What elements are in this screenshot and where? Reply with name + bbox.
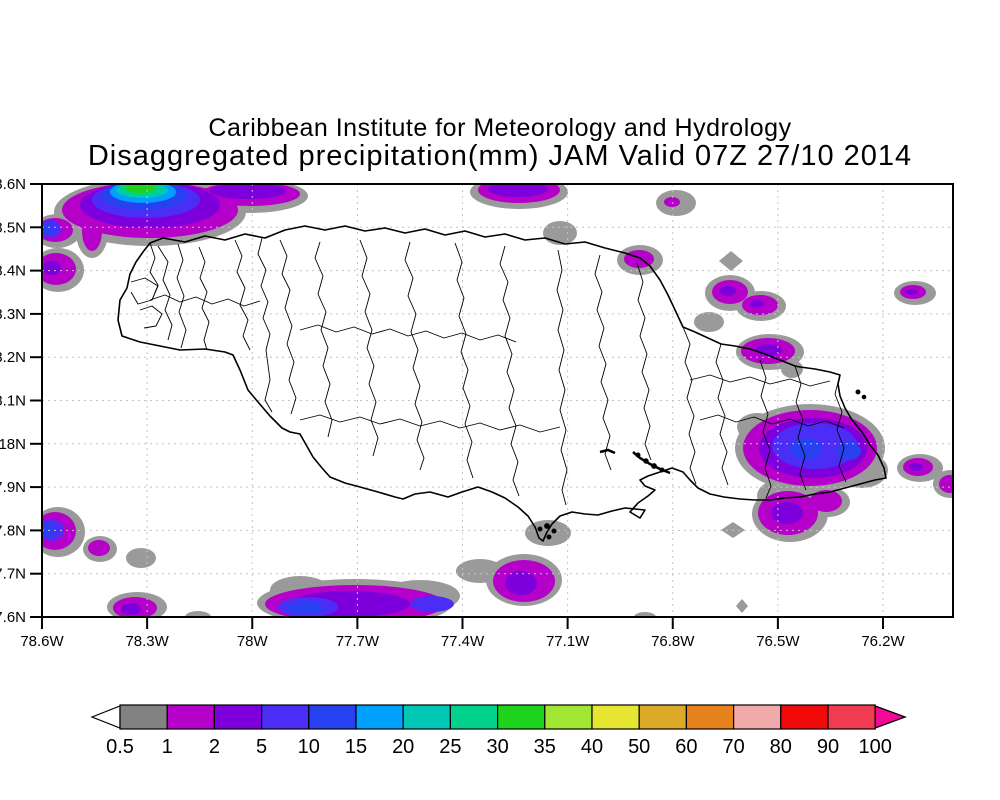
- cbar-tick-label: 30: [486, 736, 508, 758]
- cbar-segment: [497, 704, 546, 730]
- lat-label: 17.9N: [0, 479, 26, 496]
- precip-contour-shape: [756, 344, 782, 356]
- precip-contour-shape: [939, 475, 953, 493]
- lon-label: 78W: [237, 633, 269, 650]
- cbar-tick-label: 50: [628, 736, 650, 758]
- precip-contour-shape: [790, 438, 822, 460]
- cbar-tick-label: 5: [256, 736, 267, 758]
- precip-contour-shape: [543, 221, 577, 245]
- cbar-over-arrow: [874, 705, 907, 729]
- cbar-segment: [402, 704, 452, 730]
- cbar-segment: [685, 704, 735, 730]
- precip-contour-shape: [42, 224, 54, 234]
- jamaica-coastline: [117, 225, 887, 542]
- precip-contour-shape: [210, 184, 286, 199]
- cbar-tick-label: 60: [675, 736, 697, 758]
- precipitation-colorbar: 0.5 1 2 5 10 15 20 25 30 35 40 50 60 70 80 90 100: [90, 704, 907, 758]
- lon-label: 78.3W: [125, 633, 169, 650]
- chart-title: Caribbean Institute for Meteorology and …: [208, 114, 792, 142]
- precipitation-shading: [42, 184, 953, 617]
- cbar-segment: [213, 704, 263, 730]
- precip-contour-shape: [781, 360, 803, 378]
- precip-contour-shape: [505, 571, 537, 595]
- precip-contour-shape: [909, 463, 923, 471]
- cbar-under-arrow: [90, 705, 121, 729]
- cbar-tick-label: 40: [581, 736, 603, 758]
- cbar-segment: [591, 704, 640, 730]
- longitude-axis: 78.6W 78.3W 78W 77.7W 77.4W 77.1W 76.8W 76.5W 76…: [20, 617, 906, 650]
- cbar-tick-label: 2: [209, 736, 220, 758]
- lon-label: 76.2W: [861, 633, 905, 650]
- precip-contour-shape: [43, 261, 61, 275]
- precip-contour-shape: [185, 611, 211, 617]
- cbar-segment: [261, 704, 310, 730]
- cbar-segment: [449, 704, 499, 730]
- lon-label: 77.4W: [441, 633, 485, 650]
- lat-label: 17.8N: [0, 522, 26, 539]
- precip-contour-shape: [736, 599, 748, 613]
- precip-contour-shape: [694, 312, 724, 332]
- lon-label: 77.1W: [546, 633, 590, 650]
- cbar-segment: [544, 704, 593, 730]
- lat-label: 18.1N: [0, 393, 26, 410]
- map-lines: [117, 225, 887, 542]
- latitude-axis: 18.6N 18.5N 18.4N 18.3N 18.2N 18.1N 18N 17.9N 17…: [0, 176, 42, 626]
- watershed-boundaries: [130, 237, 847, 506]
- precip-contour-shape: [126, 548, 156, 568]
- lat-label: 18N: [0, 436, 26, 453]
- lon-label: 77.7W: [336, 633, 380, 650]
- precip-contour-shape: [410, 596, 454, 612]
- precip-contour-shape: [771, 502, 803, 524]
- cbar-tick-label: 100: [859, 736, 892, 758]
- precip-contour-shape: [82, 211, 102, 251]
- cbar-segment: [638, 704, 688, 730]
- precip-contour-shape: [88, 540, 110, 556]
- cbar-segment: [166, 704, 215, 730]
- harbour-and-cay-marks: [537, 389, 867, 540]
- precip-contour-shape: [810, 490, 842, 512]
- precip-contour-shape: [634, 612, 656, 617]
- cbar-tick-label: 10: [298, 736, 320, 758]
- cbar-segment: [732, 704, 782, 730]
- cbar-tick-label: 90: [817, 736, 839, 758]
- cbar-tick-label: 15: [345, 736, 367, 758]
- precip-contour-shape: [664, 197, 680, 207]
- lon-label: 78.6W: [20, 633, 64, 650]
- cbar-segment: [827, 704, 876, 730]
- precip-contour-shape: [719, 251, 743, 271]
- graticule-gridlines: [42, 184, 953, 617]
- chart-subtitle: Disaggregated precipitation(mm) JAM Vali…: [87, 140, 913, 172]
- precip-contour-shape: [287, 602, 323, 614]
- cbar-tick-label: 1: [162, 736, 173, 758]
- precip-contour-shape: [837, 442, 861, 460]
- cbar-tick-label: 25: [439, 736, 461, 758]
- cbar-tick-label: 70: [722, 736, 744, 758]
- cbar-segment: [355, 704, 404, 730]
- precip-contour-shape: [525, 520, 571, 546]
- lat-label: 18.6N: [0, 176, 26, 193]
- cbar-tick-label: 0.5: [106, 736, 134, 758]
- lon-label: 76.8W: [651, 633, 695, 650]
- lat-label: 17.7N: [0, 566, 26, 583]
- cbar-tick-label: 35: [534, 736, 556, 758]
- precip-contour-shape: [905, 289, 917, 295]
- cbar-segment: [780, 704, 829, 730]
- lat-label: 18.4N: [0, 263, 26, 280]
- lat-label: 18.5N: [0, 219, 26, 236]
- cbar-tick-label: 20: [392, 736, 414, 758]
- precip-contour-shape: [488, 184, 548, 197]
- precip-contour-shape: [750, 300, 764, 308]
- lon-label: 76.5W: [756, 633, 800, 650]
- lat-label: 18.2N: [0, 349, 26, 366]
- precip-contour-shape: [720, 286, 736, 296]
- lat-label: 18.3N: [0, 306, 26, 323]
- cbar-segment: [119, 704, 168, 730]
- precip-contour-shape: [121, 603, 141, 615]
- cbar-segment: [308, 704, 357, 730]
- cbar-tick-label: 80: [770, 736, 792, 758]
- lat-label: 17.6N: [0, 609, 26, 626]
